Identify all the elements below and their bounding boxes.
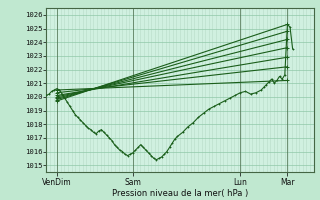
X-axis label: Pression niveau de la mer( hPa ): Pression niveau de la mer( hPa ): [112, 189, 248, 198]
